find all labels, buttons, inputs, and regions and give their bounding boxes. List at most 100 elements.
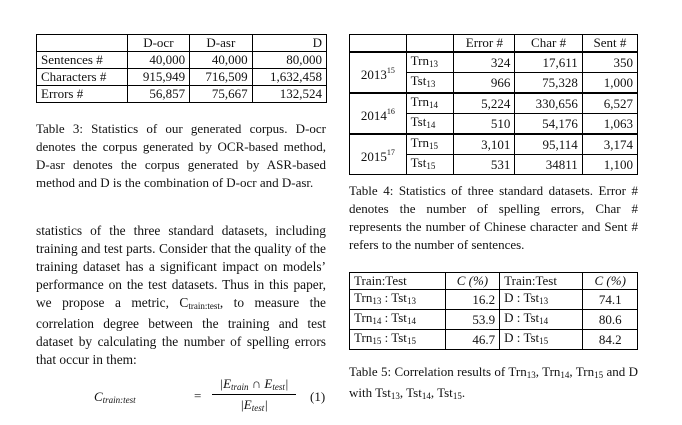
- body-paragraph: statistics of the three standard dataset…: [36, 222, 326, 369]
- caption-text: , Trn: [535, 364, 561, 379]
- body-text-after: , to measure the correlation degree betw…: [36, 295, 327, 367]
- table-cell: D : Tst13: [499, 289, 584, 310]
- equation: Ctrain:test = |Etrain ∩ Etest| |Etest| (…: [36, 372, 326, 420]
- equation-equals: =: [194, 388, 202, 403]
- table-cell: 350: [581, 51, 639, 73]
- table-cell: 40,000: [189, 51, 253, 69]
- cell-text: Tst: [391, 290, 407, 305]
- caption-text: Table 5: Correlation results of Trn: [349, 364, 527, 379]
- cell-text: Tst: [523, 290, 540, 305]
- table-cell: D : Tst14: [499, 309, 584, 330]
- table-cell: 531: [453, 154, 516, 175]
- table-cell: 17,611: [514, 51, 583, 73]
- caption-sub: 15: [452, 391, 462, 401]
- table-header-cell: D-asr: [189, 34, 253, 52]
- table-cell: 80,000: [251, 51, 328, 69]
- table-cell: 132,524: [251, 85, 328, 103]
- caption-text: , Tst: [399, 385, 422, 400]
- equation-number: (1): [310, 389, 326, 404]
- table-cell: 54,176: [514, 113, 583, 134]
- cell-text: Tst: [391, 310, 407, 325]
- table-cell: 716,509: [189, 68, 253, 86]
- table-cell: D : Tst15: [499, 329, 584, 350]
- split-sub: 15: [426, 161, 436, 171]
- table-row-label: Sentences #: [36, 51, 128, 69]
- split-text: Tst: [410, 114, 427, 129]
- cell-sub: 13: [539, 296, 549, 306]
- table-cell: 1,632,458: [251, 68, 328, 86]
- split-cell: Trn13: [405, 51, 455, 73]
- cell-sub: 15: [372, 336, 382, 346]
- caption-text: , Trn: [569, 364, 595, 379]
- table-cell: 3,101: [453, 133, 516, 155]
- table-header-cell: Train:Test: [349, 272, 446, 290]
- table-cell: 1,000: [581, 72, 639, 93]
- split-cell: Trn15: [405, 133, 455, 155]
- table-header-cell: D-ocr: [126, 34, 191, 52]
- eq-text: ∩ E: [248, 376, 273, 391]
- table-cell: 46.7: [444, 329, 501, 350]
- equation-numerator: |Etrain ∩ Etest|: [212, 376, 296, 395]
- table-cell: 40,000: [126, 51, 191, 69]
- table-cell: 1,063: [581, 113, 639, 134]
- table-cell: Trn13 : Tst13: [349, 289, 446, 310]
- split-cell: Tst13: [405, 72, 455, 93]
- split-cell: Tst15: [405, 154, 455, 175]
- table-header-cell: Sent #: [581, 34, 639, 52]
- table-5-caption: Table 5: Correlation results of Trn13, T…: [349, 363, 638, 405]
- table-4: Error # Char # Sent # 201315 Trn13 324 1…: [349, 34, 639, 175]
- cell-text: Trn: [354, 330, 373, 345]
- split-text: Tst: [410, 73, 427, 88]
- table-cell: 915,949: [126, 68, 191, 86]
- split-sub: 13: [426, 79, 436, 89]
- table-4-caption: Table 4: Statistics of three standard da…: [349, 183, 638, 252]
- split-sub: 15: [428, 141, 438, 151]
- equation-fraction: |Etrain ∩ Etest| |Etest|: [212, 376, 296, 413]
- table-cell: 6,527: [581, 92, 639, 114]
- cell-text: D: [504, 290, 514, 305]
- table-cell: Trn15 : Tst15: [349, 329, 446, 350]
- table-header-cell: Train:Test: [499, 272, 584, 290]
- equation-lhs: Ctrain:test: [94, 389, 136, 405]
- table-header-cell: C (%): [444, 272, 501, 290]
- table-cell: Trn14 : Tst14: [349, 309, 446, 330]
- caption-sub: 13: [526, 370, 536, 380]
- cell-text: Trn: [354, 290, 373, 305]
- year-text: 2013: [360, 66, 387, 82]
- table-cell: 330,656: [514, 92, 583, 114]
- eq-text: |E: [219, 376, 232, 391]
- split-text: Trn: [410, 94, 429, 109]
- table-row-label: Characters #: [36, 68, 128, 86]
- year-cell: 201416: [349, 92, 407, 134]
- cell-text: Tst: [523, 330, 540, 345]
- body-text-before: statistics of the three standard dataset…: [36, 223, 326, 310]
- cell-sub: 15: [539, 336, 549, 346]
- table-cell: 74.1: [582, 289, 638, 310]
- cell-text: Tst: [391, 330, 407, 345]
- eq-text: |: [284, 376, 289, 391]
- cell-sub: 14: [539, 316, 549, 326]
- year-cell: 201315: [349, 51, 407, 93]
- table-5: Train:Test C (%) Train:Test C (%) Trn13 …: [349, 272, 638, 350]
- table-cell: 84.2: [582, 329, 638, 350]
- table-cell: 1,100: [581, 154, 639, 175]
- table-cell: 5,224: [453, 92, 516, 114]
- equation-lhs-symbol: C: [94, 389, 103, 404]
- split-sub: 13: [428, 59, 438, 69]
- split-sub: 14: [428, 100, 438, 110]
- caption-text: , Tst: [430, 385, 453, 400]
- table-cell: [349, 34, 407, 52]
- cell-sub: 13: [406, 296, 416, 306]
- cell-text: D: [504, 330, 514, 345]
- year-cell: 201517: [349, 133, 407, 175]
- eq-sub: train: [231, 382, 249, 392]
- split-cell: Tst14: [405, 113, 455, 134]
- cell-sub: 15: [406, 336, 416, 346]
- table-cell: [36, 34, 128, 52]
- caption-sub: 14: [560, 370, 570, 380]
- table-cell: 34811: [514, 154, 583, 175]
- footnote-ref: 17: [386, 147, 395, 157]
- table-cell: [405, 34, 455, 52]
- split-text: Trn: [410, 135, 429, 150]
- table-header-cell: D: [251, 34, 328, 52]
